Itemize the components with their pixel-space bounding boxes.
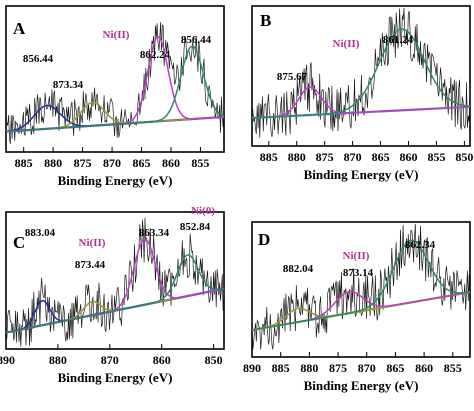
x-tick-label: 885 bbox=[260, 150, 278, 164]
x-tick-label: 885 bbox=[15, 156, 33, 170]
x-tick-label: 870 bbox=[101, 353, 119, 367]
x-tick-label: 860 bbox=[153, 353, 171, 367]
xps-panel-a: A 856.44 873.34 862.24 856.44 Ni(II) 885 880 875… bbox=[5, 5, 225, 188]
fitted-peak-2 bbox=[251, 28, 471, 119]
xps-panel-b: B 875.67 861.24 Ni(II) 885 880 875 870 865 860 855… bbox=[251, 5, 473, 182]
peak-label: 873.14 bbox=[343, 267, 374, 279]
x-tick-label: 880 bbox=[300, 361, 318, 375]
peak-label: 862.34 bbox=[405, 239, 436, 251]
x-tick-label: 860 bbox=[415, 361, 433, 375]
x-tick-label: 880 bbox=[44, 156, 62, 170]
species-label: Ni(II) bbox=[343, 250, 370, 262]
x-tick-label: 890 bbox=[243, 361, 261, 375]
fitted-peak-4 bbox=[5, 254, 225, 334]
fitted-peak-3 bbox=[251, 239, 471, 331]
fitted-peak-1 bbox=[251, 86, 471, 119]
x-tick-label: 870 bbox=[344, 150, 362, 164]
raw-spectrum-line bbox=[5, 217, 225, 347]
panel-letter: A bbox=[13, 19, 26, 38]
peak-label: 875.67 bbox=[277, 71, 308, 83]
panel-letter: B bbox=[260, 11, 271, 30]
fitted-peak-3 bbox=[5, 238, 225, 334]
peak-label: 882.04 bbox=[283, 263, 314, 275]
x-tick-label: 880 bbox=[288, 150, 306, 164]
x-axis-title: Binding Energy (eV) bbox=[58, 370, 173, 385]
panel-letter: D bbox=[258, 230, 270, 249]
x-tick-label: 855 bbox=[191, 156, 209, 170]
x-tick-label: 855 bbox=[427, 150, 445, 164]
x-axis-title: Binding Energy (eV) bbox=[304, 378, 419, 393]
raw-spectrum-line bbox=[251, 7, 471, 138]
peak-label: 863.34 bbox=[139, 227, 170, 239]
x-tick-label: 890 bbox=[0, 353, 15, 367]
x-tick-label: 870 bbox=[103, 156, 121, 170]
peak-label: 856.44 bbox=[181, 34, 212, 46]
plot-frame bbox=[5, 5, 225, 153]
species-label-2: Ni(0) bbox=[191, 205, 215, 217]
panel-letter: C bbox=[13, 233, 25, 252]
x-tick-label: 855 bbox=[444, 361, 462, 375]
fitted-peak-4 bbox=[5, 45, 225, 133]
peak-label: 862.24 bbox=[140, 49, 171, 61]
plot-frame bbox=[251, 5, 471, 147]
x-tick-label: 850 bbox=[205, 353, 223, 367]
species-label: Ni(II) bbox=[103, 29, 130, 41]
peak-label: 861.24 bbox=[383, 34, 414, 46]
x-axis-title: Binding Energy (eV) bbox=[304, 167, 419, 182]
x-tick-label: 875 bbox=[329, 361, 347, 375]
x-tick-label: 870 bbox=[358, 361, 376, 375]
species-label: Ni(II) bbox=[79, 237, 106, 249]
xps-panel-d: D 882.04 873.14 862.34 Ni(II) 890 885 880 875 870… bbox=[243, 221, 471, 393]
raw-spectrum-line bbox=[251, 223, 471, 350]
plot-frame bbox=[5, 211, 225, 350]
x-axis-title: Binding Energy (eV) bbox=[58, 173, 173, 188]
x-tick-label: 860 bbox=[162, 156, 180, 170]
plot-frame bbox=[251, 221, 471, 358]
x-tick-label: 865 bbox=[133, 156, 151, 170]
x-tick-label: 865 bbox=[386, 361, 404, 375]
peak-label: 852.84 bbox=[180, 221, 211, 233]
xps-panel-c: C 883.04 873.44 863.34 852.84 Ni(II) Ni(0) 890 8… bbox=[0, 205, 225, 385]
x-tick-label: 885 bbox=[272, 361, 290, 375]
x-tick-label: 875 bbox=[316, 150, 334, 164]
peak-label: 856.44 bbox=[23, 53, 54, 65]
x-tick-label: 850 bbox=[455, 150, 473, 164]
x-tick-label: 865 bbox=[372, 150, 390, 164]
peak-label: 873.34 bbox=[53, 79, 84, 91]
species-label: Ni(II) bbox=[333, 38, 360, 50]
peak-label: 883.04 bbox=[25, 227, 56, 239]
x-tick-label: 880 bbox=[49, 353, 67, 367]
x-tick-label: 860 bbox=[400, 150, 418, 164]
peak-label: 873.44 bbox=[75, 259, 106, 271]
x-tick-label: 875 bbox=[74, 156, 92, 170]
